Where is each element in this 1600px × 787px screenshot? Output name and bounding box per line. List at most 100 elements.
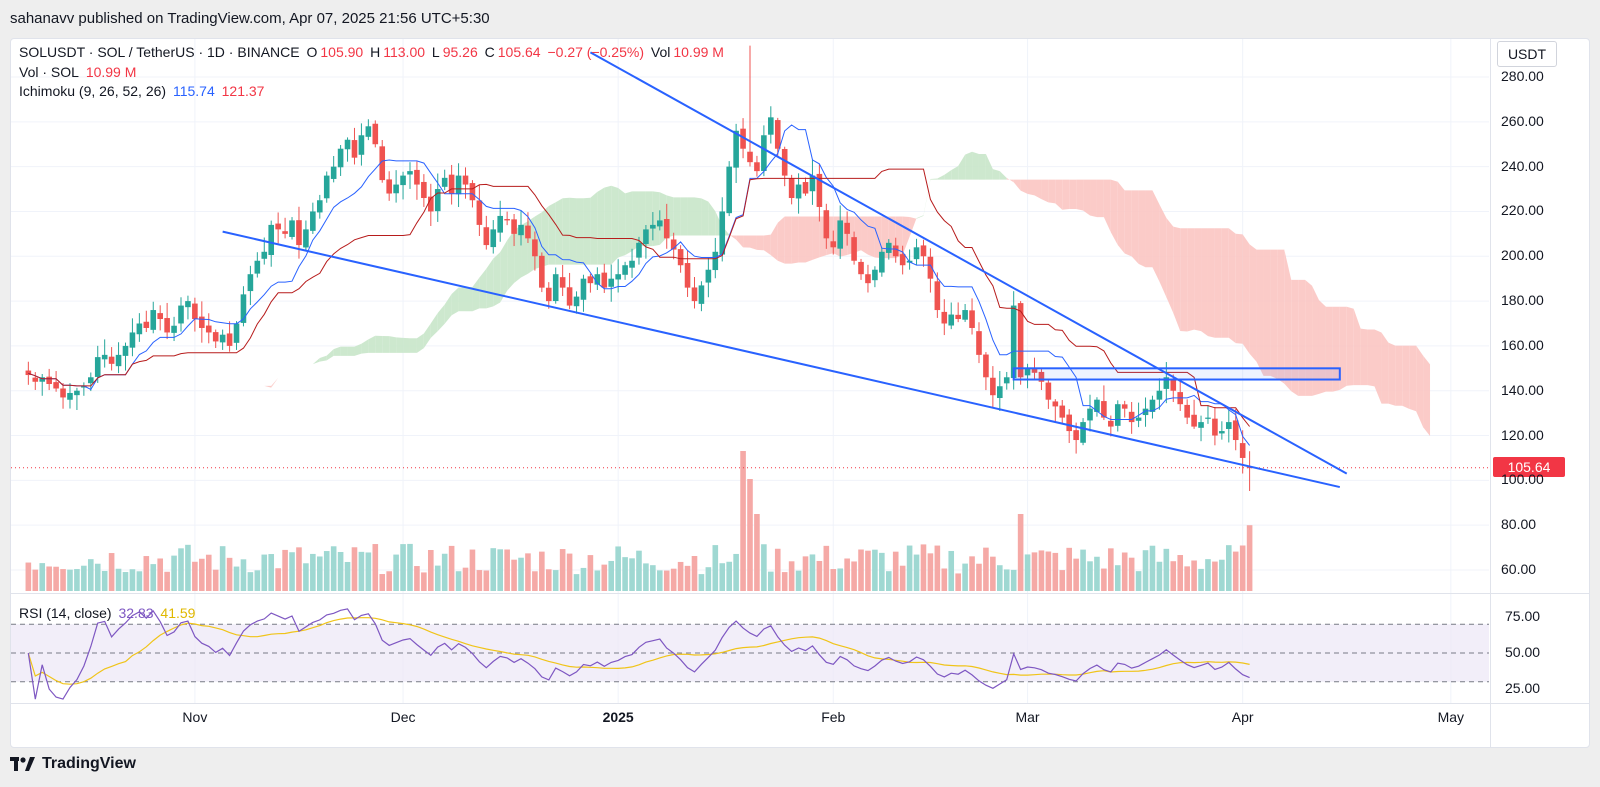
ichimoku-cloud-segment bbox=[923, 179, 931, 216]
volume-bar bbox=[990, 556, 996, 591]
candle-body bbox=[1128, 411, 1135, 423]
volume-indicator-value: 10.99 M bbox=[85, 64, 137, 80]
volume-bar bbox=[386, 571, 392, 591]
symbol-label[interactable]: SOLUSDT · SOL / TetherUS · 1D · BINANCE bbox=[19, 44, 300, 60]
ichimoku-label[interactable]: Ichimoku (9, 26, 52, 26) bbox=[19, 83, 167, 99]
ichimoku-cloud-segment bbox=[1395, 345, 1403, 406]
chart-canvas[interactable] bbox=[11, 39, 1589, 747]
ichimoku-cloud-segment bbox=[396, 337, 404, 353]
ichimoku-cloud-segment bbox=[389, 336, 397, 353]
ichimoku-cloud-segment bbox=[784, 216, 792, 264]
volume-bar bbox=[788, 561, 795, 591]
volume-bar bbox=[448, 545, 455, 591]
candle-body bbox=[46, 376, 52, 385]
ichimoku-cloud-segment bbox=[632, 191, 639, 252]
volume-bar bbox=[205, 554, 212, 591]
candle-body bbox=[226, 333, 233, 346]
ichimoku-cloud-segment bbox=[972, 151, 979, 180]
volume-bar bbox=[1156, 561, 1163, 591]
candle-body bbox=[587, 276, 594, 284]
volume-bar bbox=[997, 565, 1003, 591]
ichimoku-cloud-segment bbox=[1194, 228, 1202, 332]
main-legend: SOLUSDT · SOL / TetherUS · 1D · BINANCE … bbox=[19, 43, 727, 62]
candle-body bbox=[670, 239, 677, 250]
volume-bar bbox=[441, 553, 448, 591]
publisher-caption: sahanavv published on TradingView.com, A… bbox=[10, 10, 490, 27]
candle-body bbox=[185, 301, 191, 308]
candle-body bbox=[1184, 404, 1190, 418]
ichimoku-cloud-segment bbox=[1069, 179, 1077, 210]
ichimoku-cloud bbox=[208, 151, 1431, 436]
candle-body bbox=[25, 370, 32, 376]
ichimoku-tenkan-value: 115.74 bbox=[172, 83, 215, 99]
candle-body bbox=[885, 242, 892, 253]
volume-bar bbox=[955, 573, 961, 591]
chart-panel[interactable]: SOLUSDT · SOL / TetherUS · 1D · BINANCE … bbox=[10, 38, 1590, 748]
volume-bar bbox=[1052, 552, 1059, 591]
candle-body bbox=[962, 310, 968, 320]
ichimoku-cloud-segment bbox=[861, 216, 868, 255]
ichimoku-cloud-segment bbox=[1374, 329, 1382, 404]
volume-bar bbox=[60, 569, 66, 591]
ichimoku-cloud-segment bbox=[1166, 217, 1174, 313]
candle-body bbox=[851, 237, 857, 261]
ichimoku-cloud-segment bbox=[812, 216, 820, 260]
candle-body bbox=[1156, 390, 1163, 400]
candle-body bbox=[608, 278, 615, 287]
volume-bar bbox=[1114, 565, 1121, 591]
candle-body bbox=[39, 377, 46, 382]
candle-body bbox=[1101, 401, 1107, 418]
vol-label: Vol bbox=[650, 44, 671, 60]
candle-body bbox=[1212, 418, 1218, 436]
rsi-axis-tick: 50.00 bbox=[1505, 644, 1541, 660]
ichimoku-cloud-segment bbox=[1367, 329, 1375, 387]
candle-body bbox=[428, 196, 434, 212]
ichimoku-cloud-segment bbox=[1110, 179, 1118, 245]
tradingview-logo-icon bbox=[10, 757, 35, 771]
volume-bar bbox=[705, 567, 712, 591]
volume-bar bbox=[122, 572, 129, 591]
candle-body bbox=[379, 146, 386, 181]
volume-bar bbox=[656, 570, 663, 591]
candle-body bbox=[296, 220, 302, 246]
price-axis-tick: 80.00 bbox=[1501, 516, 1537, 533]
candle-body bbox=[740, 128, 746, 149]
ichimoku-cloud-segment bbox=[1388, 342, 1396, 406]
volume-indicator-label[interactable]: Vol · SOL bbox=[19, 64, 79, 80]
volume-bar bbox=[1225, 545, 1232, 591]
volume-bar bbox=[1149, 545, 1156, 591]
candle-body bbox=[663, 219, 670, 239]
ichimoku-cloud-segment bbox=[354, 343, 362, 356]
volume-bar bbox=[25, 562, 32, 591]
currency-button[interactable]: USDT bbox=[1497, 41, 1557, 67]
volume-bar bbox=[393, 554, 399, 591]
volume-bar bbox=[344, 561, 351, 591]
volume-bar bbox=[490, 548, 497, 591]
tradingview-brand[interactable]: TradingView bbox=[10, 752, 136, 776]
volume-bar bbox=[920, 544, 927, 591]
volume-bar bbox=[559, 549, 566, 591]
candle-body bbox=[1045, 382, 1052, 400]
candle-body bbox=[400, 175, 406, 186]
ichimoku-cloud-segment bbox=[618, 187, 626, 258]
candle-body bbox=[143, 321, 150, 328]
candle-body bbox=[1239, 443, 1246, 458]
candle-body bbox=[927, 256, 934, 279]
volume-bar bbox=[101, 570, 108, 591]
volume-bar bbox=[476, 570, 483, 591]
volume-bar bbox=[1003, 569, 1010, 591]
volume-bar bbox=[774, 548, 781, 591]
volume-bar bbox=[1205, 559, 1211, 591]
price-axis-tick: 200.00 bbox=[1501, 247, 1544, 264]
candle-body bbox=[261, 251, 268, 259]
candle-body bbox=[337, 148, 344, 168]
candle-body bbox=[1059, 405, 1066, 418]
rsi-label[interactable]: RSI (14, close) bbox=[19, 605, 112, 621]
volume-bar bbox=[365, 552, 372, 591]
volume-bar bbox=[434, 565, 441, 591]
volume-bar bbox=[761, 544, 767, 591]
candle-body bbox=[566, 287, 573, 306]
candle-body bbox=[310, 211, 316, 231]
candle-body bbox=[629, 260, 635, 268]
candle-body bbox=[601, 272, 608, 288]
